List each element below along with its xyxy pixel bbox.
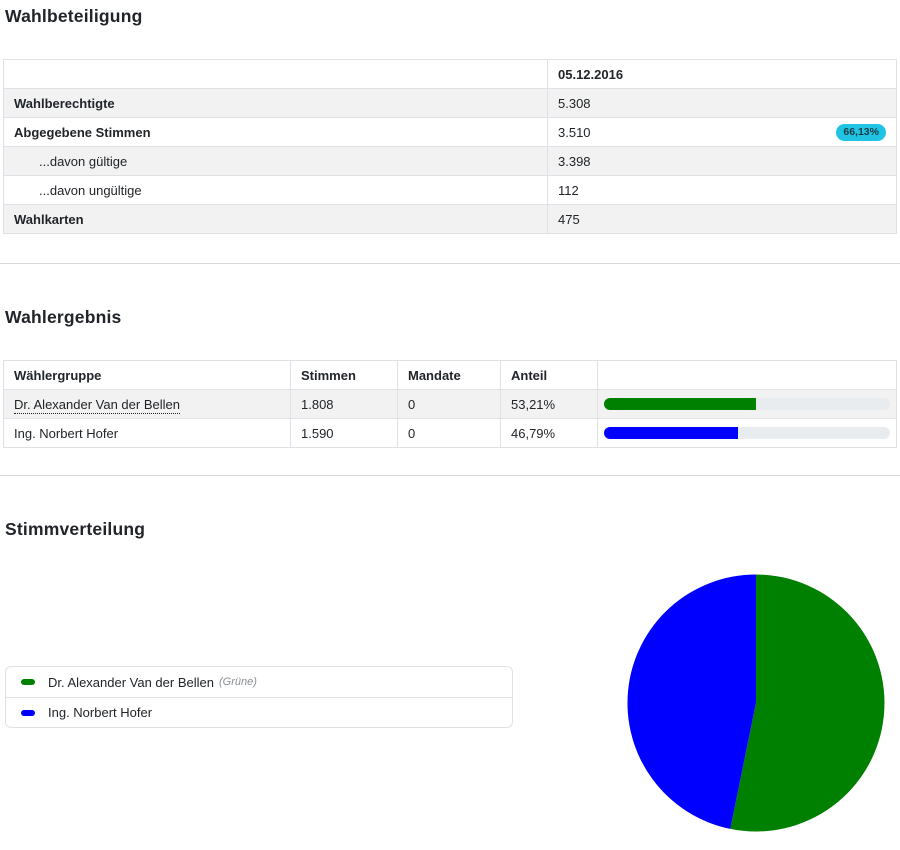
results-column-header: Mandate — [397, 360, 501, 390]
turnout-title: Wahlbeteiligung — [5, 6, 143, 26]
turnout-value-wrap: 5.308 — [558, 96, 886, 111]
turnout-row-value-cell: 112 — [547, 175, 897, 205]
legend-item: Dr. Alexander Van der Bellen (Grüne) — [6, 667, 512, 697]
votes-cell: 1.808 — [290, 389, 398, 419]
turnout-header-date: 05.12.2016 — [547, 59, 897, 89]
turnout-row-value: 3.510 — [558, 124, 591, 140]
vote-distribution-pie-chart — [627, 574, 885, 832]
distribution-section: Stimmverteilung Dr. Alexander Van der Be… — [0, 519, 900, 835]
mandates-cell: 0 — [397, 418, 501, 448]
turnout-row-value-cell: 3.510 66,13% — [547, 117, 897, 147]
legend-color-marker — [21, 709, 35, 716]
share-bar-fill — [604, 427, 738, 439]
pie-legend: Dr. Alexander Van der Bellen (Grüne) Ing. … — [5, 666, 513, 728]
turnout-row-value-cell: 475 — [547, 204, 897, 234]
results-column-header: Wählergruppe — [3, 360, 291, 390]
turnout-row-value: 5.308 — [558, 95, 591, 111]
results-table: Wählergruppe Stimmen Mandate Anteil Dr. Ale… — [3, 360, 897, 448]
results-section: Wahlergebnis Wählergruppe Stimmen Mandate A… — [0, 307, 900, 448]
turnout-header-row: 05.12.2016 — [3, 59, 897, 89]
turnout-row-label: Wahlkarten — [3, 204, 548, 234]
turnout-row-label: Wahlberechtigte — [3, 88, 548, 118]
pie-slice-0 — [730, 574, 885, 832]
turnout-row-value: 3.398 — [558, 153, 591, 169]
pie-slice-1 — [627, 574, 756, 829]
share-bar-fill — [604, 398, 757, 410]
turnout-section: Wahlbeteiligung 05.12.2016 Wahlberechtig… — [0, 6, 900, 234]
candidate-cell: Ing. Norbert Hofer — [3, 418, 291, 448]
turnout-row-value-cell: 5.308 — [547, 88, 897, 118]
mandates-cell: 0 — [397, 389, 501, 419]
results-header-row: Wählergruppe Stimmen Mandate Anteil — [3, 360, 897, 390]
turnout-row-label: ...davon gültige — [3, 146, 548, 176]
results-column-header: Stimmen — [290, 360, 398, 390]
results-row: Dr. Alexander Van der Bellen 1.808 0 53,21% — [3, 389, 897, 419]
candidate-name: Ing. Norbert Hofer — [14, 425, 119, 441]
legend-item: Ing. Norbert Hofer — [6, 697, 512, 727]
turnout-value-wrap: 112 — [558, 183, 886, 198]
turnout-row-label: ...davon ungültige — [3, 175, 548, 205]
turnout-row: ...davon ungültige 112 — [3, 175, 897, 205]
share-bar-track — [604, 427, 890, 439]
turnout-row: ...davon gültige 3.398 — [3, 146, 897, 176]
legend-label: Ing. Norbert Hofer — [48, 705, 153, 720]
section-divider — [0, 263, 900, 264]
turnout-value-wrap: 475 — [558, 212, 886, 227]
turnout-row: Wahlberechtigte 5.308 — [3, 88, 897, 118]
turnout-percentage-badge: 66,13% — [836, 123, 886, 141]
candidate-name[interactable]: Dr. Alexander Van der Bellen — [14, 396, 180, 414]
turnout-row-value-cell: 3.398 — [547, 146, 897, 176]
results-column-header: Anteil — [500, 360, 598, 390]
turnout-row: Wahlkarten 475 — [3, 204, 897, 234]
turnout-table: 05.12.2016 Wahlberechtigte 5.308 Abgegeben… — [3, 59, 897, 234]
turnout-value-wrap: 3.510 66,13% — [558, 123, 886, 141]
legend-label: Dr. Alexander Van der Bellen — [48, 674, 214, 690]
distribution-content: Dr. Alexander Van der Bellen (Grüne) Ing. … — [0, 539, 900, 835]
distribution-title: Stimmverteilung — [5, 519, 146, 539]
results-title: Wahlergebnis — [5, 307, 122, 327]
results-column-header — [597, 360, 897, 390]
share-bar-cell — [597, 389, 897, 419]
turnout-row-label: Abgegebene Stimmen — [3, 117, 548, 147]
legend-color-marker — [21, 679, 35, 685]
section-divider — [0, 475, 900, 476]
share-cell: 46,79% — [500, 418, 598, 448]
share-cell: 53,21% — [500, 389, 598, 419]
turnout-value-wrap: 3.398 — [558, 154, 886, 169]
legend-party-suffix: (Grüne) — [218, 676, 257, 688]
results-row: Ing. Norbert Hofer 1.590 0 46,79% — [3, 418, 897, 448]
turnout-row-value: 475 — [558, 211, 580, 227]
candidate-cell: Dr. Alexander Van der Bellen — [3, 389, 291, 419]
share-bar-cell — [597, 418, 897, 448]
turnout-row-value: 112 — [558, 182, 579, 198]
turnout-header-empty — [3, 59, 548, 89]
share-bar-track — [604, 398, 890, 410]
votes-cell: 1.590 — [290, 418, 398, 448]
turnout-row: Abgegebene Stimmen 3.510 66,13% — [3, 117, 897, 147]
